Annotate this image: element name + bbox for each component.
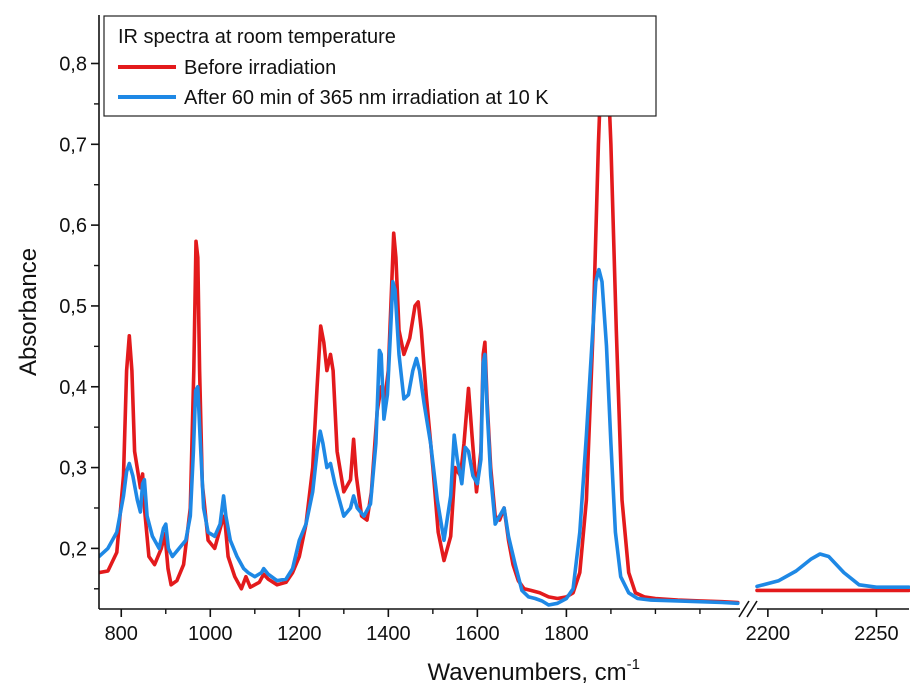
y-axis-title: Absorbance [15, 248, 42, 376]
y-tick-label: 0,8 [59, 53, 87, 75]
legend-title: IR spectra at room temperature [118, 26, 396, 48]
x-axis-title-superscript: -1 [627, 656, 640, 673]
axis-break-mark [746, 600, 758, 618]
series-line-segment [755, 552, 910, 589]
series-line-segment [99, 267, 740, 607]
y-tick-label: 0,7 [59, 134, 87, 156]
y-tick-label: 0,3 [59, 458, 87, 480]
x-tick-label: 800 [105, 623, 138, 645]
x-axis-title: Wavenumbers, cm-1 [427, 656, 640, 686]
series-line-segment [99, 33, 740, 605]
legend: IR spectra at room temperature Before ir… [103, 15, 657, 117]
legend-label-before: Before irradiation [184, 57, 336, 79]
legend-label-after: After 60 min of 365 nm irradiation at 10… [184, 87, 549, 109]
axis-break-mark [738, 600, 750, 618]
series-after-irradiation [99, 267, 910, 607]
x-tick-label: 2250 [854, 623, 899, 645]
x-tick-label: 1000 [188, 623, 233, 645]
plot-area [99, 33, 910, 607]
x-tick-label: 1400 [366, 623, 411, 645]
x-tick-label: 1200 [277, 623, 322, 645]
x-tick-label: 1800 [544, 623, 589, 645]
x-axis-title-main: Wavenumbers, cm [427, 659, 626, 686]
y-tick-label: 0,5 [59, 296, 87, 318]
y-tick-label: 0,2 [59, 538, 87, 560]
axes: 0,2 0,3 0,4 0,5 0,6 0,7 0,8 800 1000 1200 1400 1600… [59, 15, 909, 645]
y-tick-label: 0,4 [59, 377, 87, 399]
legend-box [103, 15, 657, 117]
y-tick-label: 0,6 [59, 215, 87, 237]
x-tick-label: 1600 [455, 623, 500, 645]
x-tick-label: 2200 [746, 623, 791, 645]
